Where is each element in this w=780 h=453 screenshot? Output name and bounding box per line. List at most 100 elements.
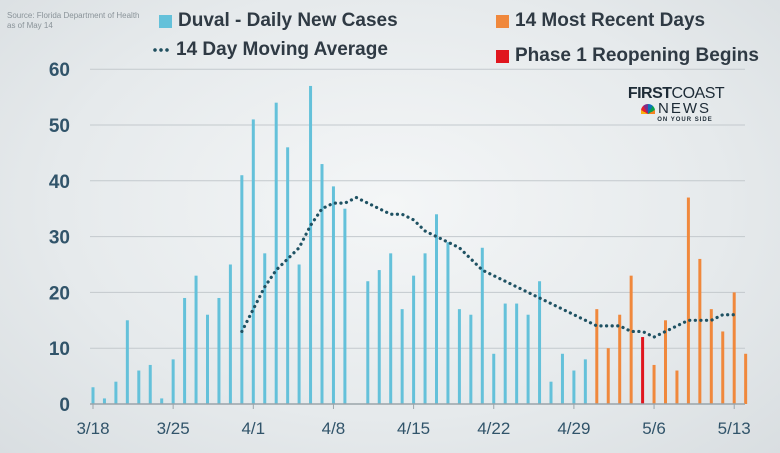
logo-news: NEWS (658, 100, 711, 117)
daily-case-bar (572, 370, 576, 404)
daily-case-bar (114, 381, 118, 404)
y-tick-label: 0 (59, 395, 70, 416)
recent-day-bar (652, 364, 656, 404)
daily-case-bar (343, 208, 347, 404)
legend-moving-average: 14 Day Moving Average (152, 39, 388, 61)
legend-phase1-label: Phase 1 Reopening Begins (515, 45, 759, 66)
recent-day-bar (698, 258, 702, 404)
daily-case-bar (102, 398, 106, 404)
daily-case-bar (560, 353, 564, 404)
recent-day-bar (606, 348, 610, 404)
x-tick-label: 4/22 (477, 419, 510, 438)
daily-case-bar (515, 303, 519, 404)
daily-case-bar (125, 320, 129, 404)
daily-case-bar (446, 242, 450, 404)
daily-case-bar (228, 264, 232, 404)
daily-case-bar (366, 281, 370, 404)
daily-case-bar (549, 381, 553, 404)
recent-day-bar (629, 275, 633, 404)
daily-case-bar (171, 359, 175, 404)
daily-case-bar (137, 370, 141, 404)
gridlines (90, 68, 745, 349)
y-tick-label: 40 (49, 172, 70, 193)
recent-day-bar (686, 197, 690, 404)
y-axis-ticks: 0 10 20 30 40 50 60 (49, 60, 70, 416)
logo-line-2: NEWS (621, 100, 731, 117)
recent-day-bar (675, 370, 679, 404)
x-tick-label: 5/13 (718, 419, 751, 438)
y-tick-label: 60 (49, 60, 70, 81)
x-tick-label: 4/15 (397, 419, 430, 438)
daily-case-bar (423, 253, 427, 404)
legend-daily-cases: Duval - Daily New Cases (159, 10, 398, 32)
legend-moving-average-label: 14 Day Moving Average (176, 39, 388, 60)
source-line-2: as of May 14 (7, 21, 53, 30)
daily-case-bar (503, 303, 507, 404)
recent-day-bar (618, 314, 622, 404)
daily-case-bar (286, 147, 290, 404)
legend-recent-days: 14 Most Recent Days (496, 10, 705, 32)
x-tick-label: 4/1 (241, 419, 265, 438)
daily-case-bar (148, 364, 152, 404)
recent-day-bar (664, 320, 667, 404)
daily-case-bar (583, 359, 587, 404)
legend-recent-label: 14 Most Recent Days (515, 10, 706, 31)
legend-moving-average-swatch (152, 48, 170, 52)
moving-average-line (240, 195, 736, 339)
recent-day-bar (709, 309, 713, 404)
daily-case-bar (412, 275, 416, 404)
daily-case-bar (400, 309, 404, 404)
x-tick-label: 4/29 (557, 419, 590, 438)
daily-case-bar (194, 275, 198, 404)
daily-case-bar (457, 309, 461, 404)
x-tick-label: 5/6 (642, 419, 666, 438)
daily-case-bar (331, 186, 335, 404)
daily-case-bar (309, 85, 313, 404)
source-note: Source: Florida Department of Health as … (7, 11, 157, 31)
daily-case-bar (377, 270, 381, 404)
logo-first: FIRST (627, 85, 672, 102)
legend-daily-label: Duval - Daily New Cases (178, 10, 398, 31)
source-line-1: Source: Florida Department of Health (7, 11, 140, 20)
recent-day-bar (732, 292, 736, 404)
y-tick-label: 10 (49, 339, 70, 360)
bars (91, 85, 748, 405)
legend-phase1: Phase 1 Reopening Begins (496, 45, 759, 67)
daily-case-bar (263, 253, 267, 404)
phase1-bar (641, 337, 645, 404)
logo-line-1: FIRSTCOAST (621, 86, 731, 102)
daily-case-bar (297, 264, 301, 404)
daily-case-bar (492, 353, 496, 404)
daily-case-bar (240, 175, 244, 404)
daily-case-bar (469, 314, 473, 404)
daily-case-bar (526, 314, 530, 404)
daily-case-bar (251, 119, 255, 405)
daily-case-bar (538, 281, 542, 404)
nbc-peacock-icon (641, 104, 655, 114)
first-coast-news-logo: FIRSTCOAST NEWS ON YOUR SIDE (621, 86, 731, 124)
x-tick-label: 3/18 (76, 419, 109, 438)
daily-case-bar (160, 398, 164, 404)
logo-coast: COAST (671, 85, 725, 102)
y-tick-label: 20 (49, 283, 70, 304)
daily-case-bar (320, 164, 324, 404)
legend-daily-swatch (159, 14, 172, 28)
daily-case-bar (206, 314, 209, 404)
x-tick-label: 3/25 (157, 419, 190, 438)
legend-recent-swatch (496, 14, 509, 28)
recent-day-bar (721, 331, 725, 404)
daily-case-bar (480, 247, 484, 404)
daily-case-bar (91, 387, 95, 404)
recent-day-bar (595, 309, 599, 404)
legend-phase1-swatch (496, 49, 509, 63)
daily-case-bar (435, 214, 438, 404)
y-tick-label: 30 (49, 228, 70, 249)
logo-tagline: ON YOUR SIDE (657, 117, 713, 123)
daily-case-bar (389, 253, 393, 404)
recent-day-bar (744, 353, 748, 404)
x-tick-label: 4/8 (322, 419, 346, 438)
daily-case-bar (183, 297, 187, 404)
daily-case-bar (217, 297, 221, 404)
y-tick-label: 50 (49, 116, 70, 137)
